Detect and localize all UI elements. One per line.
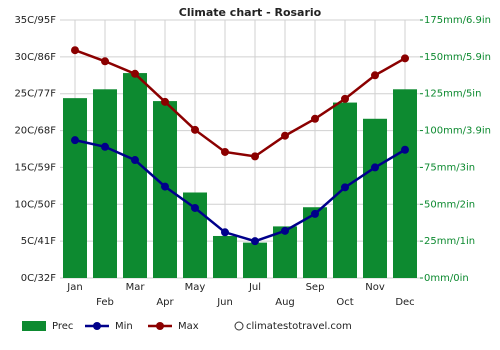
point: [221, 147, 229, 156]
y2-tick-label: 125mm/5in: [424, 89, 481, 100]
y-tick-label: 25C/77F: [14, 89, 56, 100]
x-tick-label: Jul: [248, 282, 261, 293]
point: [281, 226, 289, 235]
point: [401, 145, 409, 154]
x-tick-label: Oct: [336, 297, 353, 308]
point: [311, 114, 319, 123]
y2-tick-label: 0mm/0in: [424, 273, 469, 284]
point: [341, 183, 349, 192]
y-tick-label: 0C/32F: [21, 273, 56, 284]
bar: [213, 235, 237, 278]
legend-label: Min: [115, 321, 133, 332]
point: [71, 46, 79, 55]
x-tick-label: Mar: [126, 282, 146, 293]
legend-swatch: [22, 321, 46, 331]
line: [74, 49, 406, 158]
legend-label: Prec: [52, 321, 73, 332]
y-tick-label: 20C/68F: [14, 126, 56, 137]
x-tick-label: Jun: [216, 297, 233, 308]
point: [371, 71, 379, 80]
point: [101, 57, 109, 66]
line: [74, 138, 406, 243]
point: [191, 203, 199, 212]
y-tick-label: 5C/41F: [21, 236, 56, 247]
point: [251, 152, 259, 161]
point: [311, 209, 319, 218]
point: [161, 182, 169, 191]
source-icon: [234, 321, 244, 331]
bar: [273, 226, 297, 278]
point: [341, 94, 349, 103]
legend-label: Max: [178, 321, 199, 332]
point: [281, 131, 289, 140]
x-tick-label: Sep: [306, 282, 325, 293]
point: [101, 142, 109, 151]
x-tick-label: Apr: [156, 297, 174, 308]
x-tick-label: Feb: [96, 297, 114, 308]
y-tick-label: 30C/86F: [14, 52, 56, 63]
x-tick-label: Nov: [365, 282, 385, 293]
x-tick-label: Dec: [395, 297, 414, 308]
bar: [243, 242, 267, 278]
bar: [363, 118, 387, 278]
x-tick-label: Aug: [275, 297, 295, 308]
y2-tick-label: 150mm/5.9in: [424, 52, 491, 63]
source: climatestotravel.com: [246, 321, 352, 332]
x-tick-label: Jan: [66, 282, 82, 293]
bar: [93, 89, 117, 278]
y2-tick-label: 75mm/3in: [424, 162, 475, 173]
point: [221, 228, 229, 237]
point: [401, 54, 409, 63]
x-tick-label: May: [185, 282, 206, 293]
legend-swatch: [156, 322, 164, 330]
bar: [63, 98, 87, 278]
y2-tick-label: 100mm/3.9in: [424, 126, 491, 137]
y-tick-label: 35C/95F: [14, 15, 56, 26]
y-tick-label: 15C/59F: [14, 162, 56, 173]
point: [191, 125, 199, 134]
y2-tick-label: 175mm/6.9in: [424, 15, 491, 26]
y-tick-label: 10C/50F: [14, 199, 56, 210]
point: [131, 156, 139, 165]
legend-swatch: [93, 322, 101, 330]
y2-tick-label: 50mm/2in: [424, 199, 475, 210]
bar: [123, 73, 147, 279]
point: [371, 163, 379, 172]
bar: [393, 89, 417, 278]
point: [71, 136, 79, 145]
chart-title: Climate chart - Rosario: [179, 6, 322, 19]
y2-tick-label: 25mm/1in: [424, 236, 475, 247]
point: [131, 69, 139, 78]
point: [251, 237, 259, 246]
point: [161, 97, 169, 106]
